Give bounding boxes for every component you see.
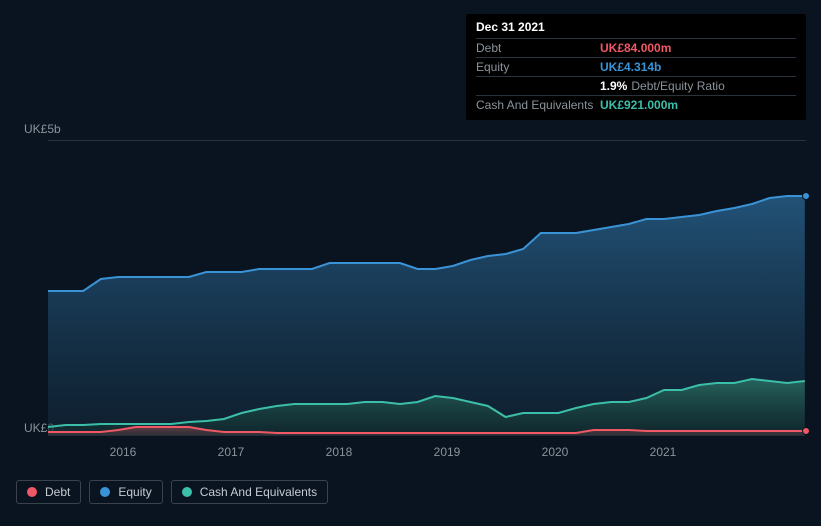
chart-svg: [48, 141, 806, 436]
x-axis-tick: 2018: [326, 445, 353, 459]
tooltip-row: EquityUK£4.314b: [476, 57, 796, 76]
chart-legend: Debt Equity Cash And Equivalents: [16, 480, 328, 504]
y-axis-label-top: UK£5b: [24, 122, 61, 136]
legend-label: Equity: [118, 485, 151, 499]
legend-label: Cash And Equivalents: [200, 485, 317, 499]
tooltip-row: Cash And EquivalentsUK£921.000m: [476, 95, 796, 114]
legend-label: Debt: [45, 485, 70, 499]
tooltip-row-label: Equity: [476, 60, 600, 74]
equity-end-marker: [802, 192, 810, 200]
tooltip-row-extra: Debt/Equity Ratio: [631, 79, 724, 93]
x-axis-tick: 2021: [650, 445, 677, 459]
chart-tooltip: Dec 31 2021 DebtUK£84.000mEquityUK£4.314…: [466, 14, 806, 120]
x-axis-ticks: 2016 2017 2018 2019 2020 2021: [48, 445, 806, 465]
tooltip-row-label: Cash And Equivalents: [476, 98, 600, 112]
tooltip-row: 1.9% Debt/Equity Ratio: [476, 76, 796, 95]
tooltip-row-value: 1.9%: [600, 79, 627, 93]
tooltip-row-value: UK£84.000m: [600, 41, 671, 55]
x-axis-tick: 2019: [434, 445, 461, 459]
tooltip-row-label: [476, 79, 600, 93]
debt-end-marker: [802, 427, 810, 435]
x-axis-tick: 2016: [110, 445, 137, 459]
legend-dot-icon: [100, 487, 110, 497]
tooltip-row-value: UK£921.000m: [600, 98, 678, 112]
legend-item-cash[interactable]: Cash And Equivalents: [171, 480, 328, 504]
x-axis-tick: 2020: [542, 445, 569, 459]
legend-dot-icon: [27, 487, 37, 497]
chart-plot-area[interactable]: [48, 140, 806, 435]
tooltip-row: DebtUK£84.000m: [476, 38, 796, 57]
legend-dot-icon: [182, 487, 192, 497]
x-axis-tick: 2017: [218, 445, 245, 459]
legend-item-equity[interactable]: Equity: [89, 480, 162, 504]
tooltip-date: Dec 31 2021: [476, 20, 796, 34]
tooltip-row-value: UK£4.314b: [600, 60, 661, 74]
tooltip-row-label: Debt: [476, 41, 600, 55]
legend-item-debt[interactable]: Debt: [16, 480, 81, 504]
